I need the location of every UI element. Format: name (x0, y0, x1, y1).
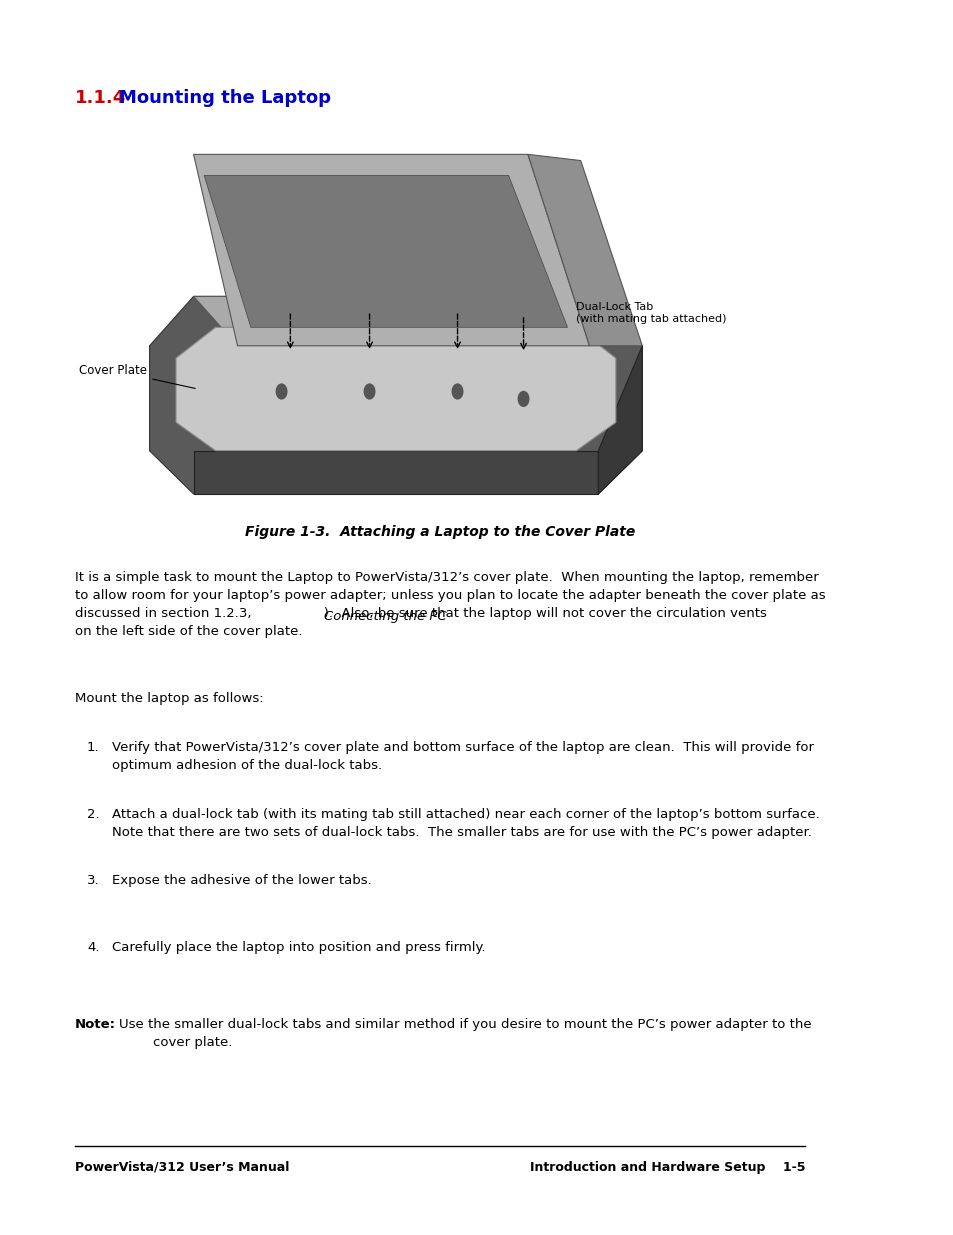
Polygon shape (204, 175, 567, 327)
Polygon shape (598, 346, 641, 494)
Text: 3.: 3. (87, 874, 99, 888)
Circle shape (276, 384, 287, 399)
Text: Verify that PowerVista/312’s cover plate and bottom surface of the laptop are cl: Verify that PowerVista/312’s cover plate… (112, 741, 813, 772)
Polygon shape (527, 154, 641, 346)
Text: Note:: Note: (74, 1018, 115, 1031)
Text: Attach a dual-lock tab (with its mating tab still attached) near each corner of : Attach a dual-lock tab (with its mating … (112, 808, 819, 839)
Polygon shape (175, 327, 616, 451)
Text: Cover Plate: Cover Plate (79, 364, 195, 389)
Text: 1.1.4: 1.1.4 (74, 89, 126, 107)
Text: PowerVista/312 User’s Manual: PowerVista/312 User’s Manual (74, 1161, 289, 1174)
Circle shape (452, 384, 462, 399)
Text: 2.: 2. (87, 808, 99, 821)
Text: Mounting the Laptop: Mounting the Laptop (119, 89, 331, 107)
Text: Figure 1-3.  Attaching a Laptop to the Cover Plate: Figure 1-3. Attaching a Laptop to the Co… (245, 525, 635, 538)
Text: 4.: 4. (87, 941, 99, 955)
Text: Connecting the PC: Connecting the PC (323, 610, 446, 622)
Text: It is a simple task to mount the Laptop to PowerVista/312’s cover plate.  When m: It is a simple task to mount the Laptop … (74, 571, 824, 637)
Polygon shape (193, 296, 641, 346)
Polygon shape (150, 296, 641, 494)
Circle shape (364, 384, 375, 399)
Text: Carefully place the laptop into position and press firmly.: Carefully place the laptop into position… (112, 941, 485, 955)
Text: 1.: 1. (87, 741, 99, 755)
Polygon shape (193, 451, 598, 494)
Text: Use the smaller dual-lock tabs and similar method if you desire to mount the PC’: Use the smaller dual-lock tabs and simil… (119, 1018, 811, 1049)
Circle shape (517, 391, 528, 406)
Text: Introduction and Hardware Setup    1-5: Introduction and Hardware Setup 1-5 (529, 1161, 804, 1174)
Polygon shape (193, 154, 589, 346)
Text: Expose the adhesive of the lower tabs.: Expose the adhesive of the lower tabs. (112, 874, 371, 888)
Text: Dual-Lock Tab
(with mating tab attached): Dual-Lock Tab (with mating tab attached) (576, 303, 726, 324)
Text: Mount the laptop as follows:: Mount the laptop as follows: (74, 692, 263, 705)
